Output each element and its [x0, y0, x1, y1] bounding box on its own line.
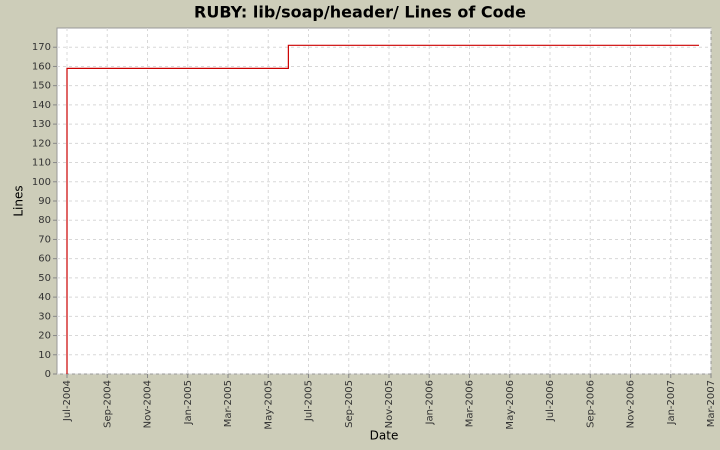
x-tick-label: Mar-2005 — [223, 380, 234, 427]
data-line — [66, 44, 699, 374]
y-tick-label: 100 — [32, 177, 51, 188]
x-tick-label: May-2005 — [263, 380, 274, 430]
x-tick-label: Jul-2005 — [304, 380, 315, 422]
y-tick-label: 160 — [32, 61, 51, 72]
x-tick-label: Jul-2006 — [545, 380, 556, 422]
y-tick-label: 140 — [32, 100, 51, 111]
y-tick-label: 30 — [38, 311, 51, 322]
y-tick-label: 40 — [38, 292, 51, 303]
y-tick-label: 50 — [38, 273, 51, 284]
x-tick-label: Nov-2005 — [384, 380, 395, 428]
y-tick-label: 0 — [45, 369, 51, 380]
y-tick-label: 20 — [38, 331, 51, 342]
x-tick-label: Nov-2006 — [626, 380, 637, 428]
x-tick-label: Jul-2004 — [62, 380, 73, 422]
x-tick-label: Sep-2006 — [585, 380, 596, 428]
y-tick-label: 130 — [32, 119, 51, 130]
y-tick-label: 60 — [38, 254, 51, 265]
y-tick-label: 170 — [32, 42, 51, 53]
y-tick-label: 110 — [32, 158, 51, 169]
y-tick-label: 70 — [38, 234, 51, 245]
y-tick-label: 80 — [38, 215, 51, 226]
chart-title: RUBY: lib/soap/header/ Lines of Code — [194, 3, 526, 22]
y-tick-label: 120 — [32, 138, 51, 149]
x-tick-label: Mar-2007 — [706, 380, 717, 427]
x-tick-label: May-2006 — [505, 380, 516, 430]
x-tick-label: Mar-2006 — [465, 380, 476, 427]
x-tick-label: Sep-2004 — [102, 380, 113, 428]
x-axis-label: Date — [370, 429, 399, 443]
x-tick-label: Jan-2006 — [424, 380, 435, 425]
y-tick-label: 90 — [38, 196, 51, 207]
y-tick-label: 150 — [32, 81, 51, 92]
x-tick-label: Nov-2004 — [143, 380, 154, 428]
y-axis-label: Lines — [12, 185, 26, 216]
y-tick-label: 10 — [38, 350, 51, 361]
x-tick-label: Sep-2005 — [344, 380, 355, 428]
x-tick-label: Jan-2005 — [183, 380, 194, 425]
x-tick-label: Jan-2007 — [666, 380, 677, 425]
